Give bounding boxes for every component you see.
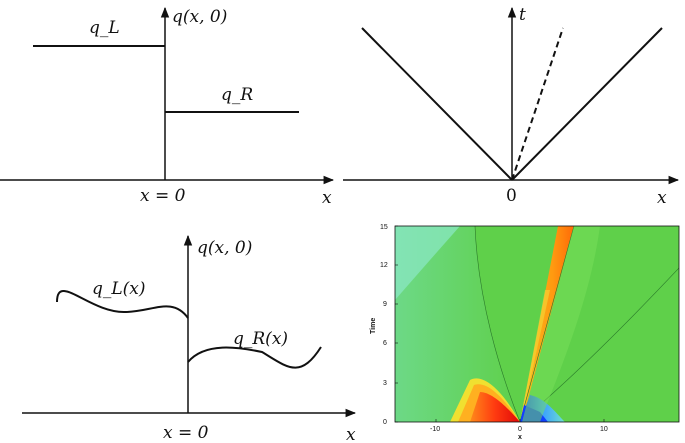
panel-step-initial-data: q(x, 0) q_L q_R x = 0 x bbox=[0, 7, 333, 208]
q-axis-label: q(x, 0) bbox=[197, 238, 252, 258]
panel-characteristics: t 0 x bbox=[343, 5, 678, 208]
right-state-label: q_R(x) bbox=[233, 329, 288, 349]
x-axis-label: x bbox=[657, 188, 667, 208]
x-axis-title: x bbox=[518, 434, 522, 441]
panel-piecewise-smooth-data: q(x, 0) q_L(x) q_R(x) x = 0 x bbox=[22, 236, 356, 443]
right-state-label: q_R bbox=[221, 85, 253, 105]
x-zero-label: x = 0 bbox=[140, 186, 186, 206]
contour-field bbox=[395, 226, 679, 422]
y-tick-label: 6 bbox=[383, 340, 387, 347]
x-tick-label: 10 bbox=[600, 426, 608, 433]
y-tick-label: 3 bbox=[383, 380, 387, 387]
panel-contour-plot: 0 3 6 9 12 15 -10 0 10 x Time bbox=[370, 224, 679, 441]
left-state-label: q_L bbox=[89, 18, 120, 38]
contact-discontinuity bbox=[512, 28, 563, 180]
left-wave bbox=[362, 28, 512, 180]
right-wave bbox=[512, 28, 662, 180]
q-axis-label: q(x, 0) bbox=[172, 7, 227, 27]
y-axis-title: Time bbox=[370, 318, 377, 334]
x-zero-label: x = 0 bbox=[163, 423, 209, 443]
t-axis-label: t bbox=[519, 5, 526, 25]
y-tick-label: 12 bbox=[380, 262, 388, 269]
x-axis-label: x bbox=[346, 425, 356, 443]
origin-label: 0 bbox=[506, 186, 517, 206]
y-tick-label: 15 bbox=[380, 224, 388, 231]
x-tick-label: -10 bbox=[430, 426, 440, 433]
y-tick-label: 0 bbox=[383, 419, 387, 426]
right-state-curve bbox=[188, 347, 321, 368]
left-state-label: q_L(x) bbox=[92, 279, 146, 299]
y-tick-label: 9 bbox=[383, 301, 387, 308]
x-axis-label: x bbox=[322, 188, 332, 208]
x-tick-label: 0 bbox=[518, 426, 522, 433]
